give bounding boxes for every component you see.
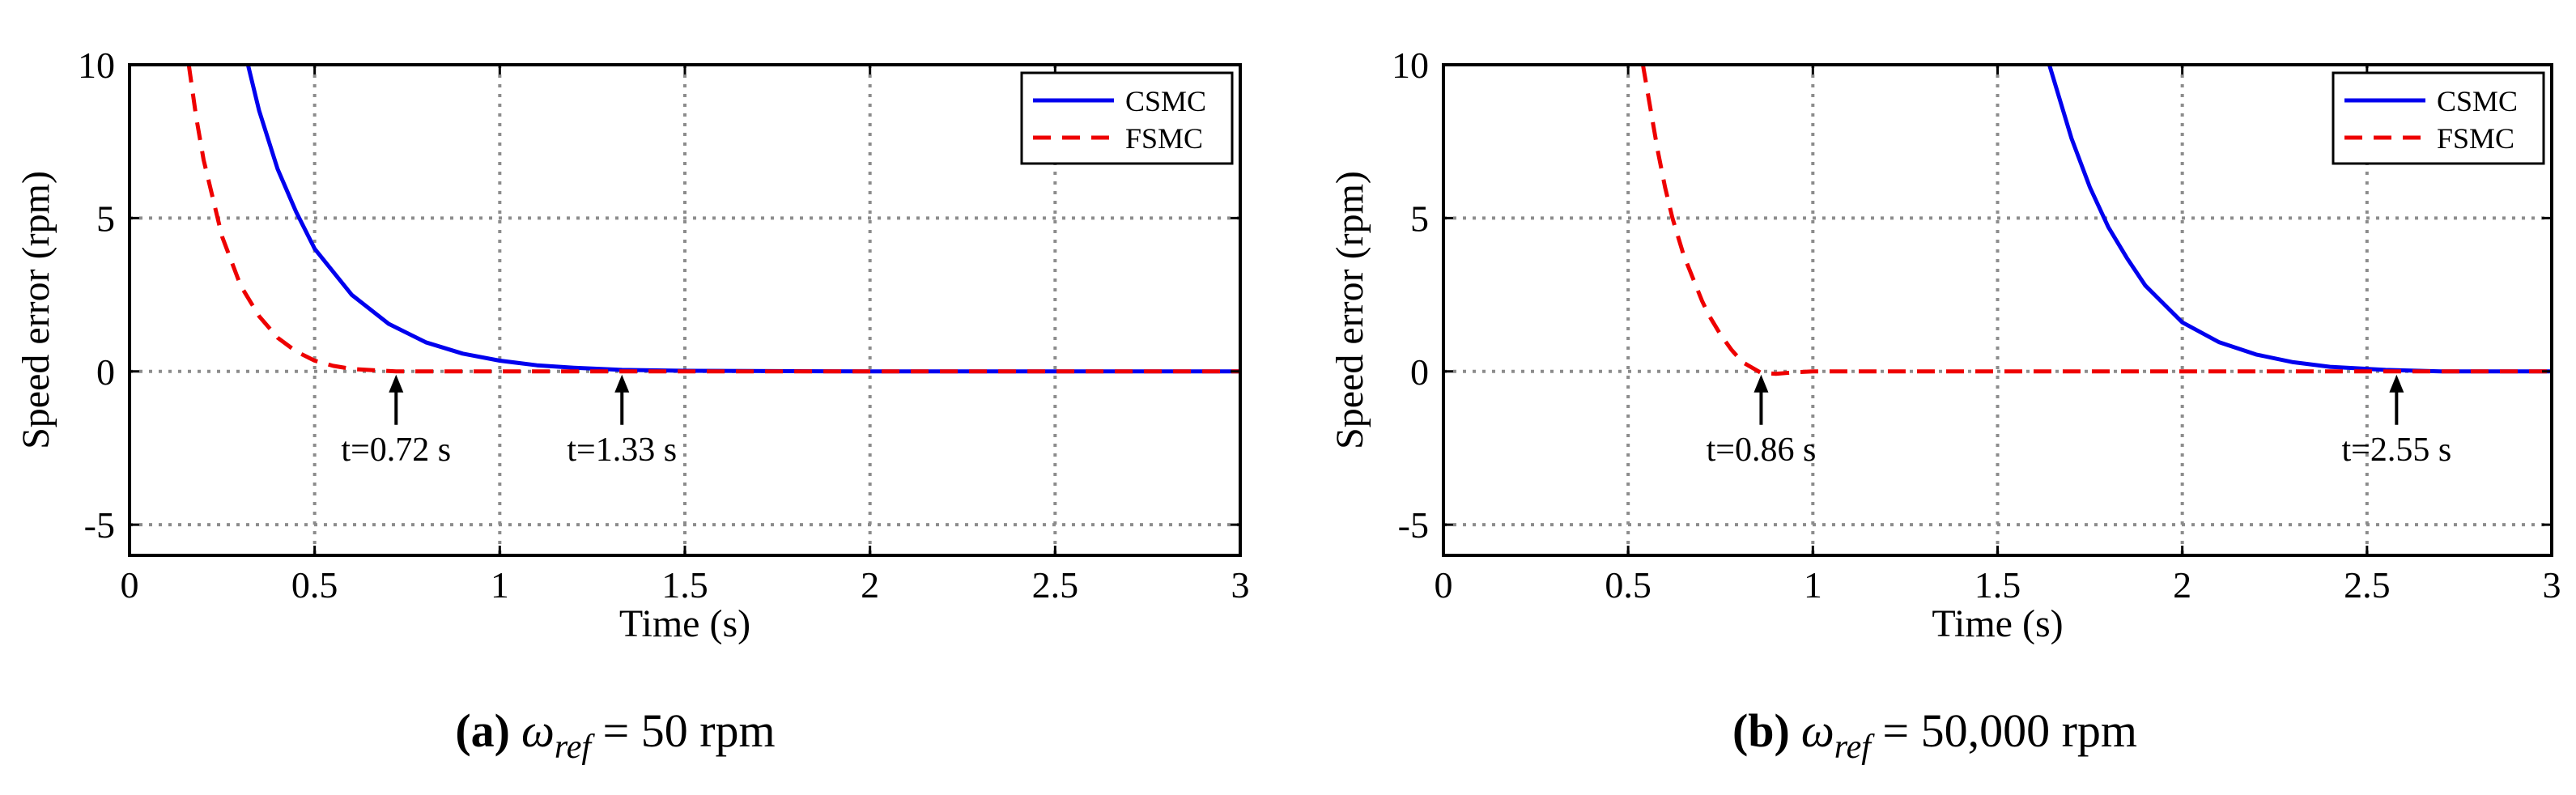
x-tick-label: 3 — [1231, 564, 1250, 606]
annotation-label: t=2.55 s — [2341, 432, 2451, 469]
annotation-arrow-head — [389, 374, 404, 393]
caption: (a) ωref = 50 rpm — [455, 704, 775, 766]
y-axis-label: Speed error (rpm) — [15, 171, 57, 449]
y-axis-label: Speed error (rpm) — [1328, 171, 1371, 449]
annotation-label: t=0.72 s — [341, 432, 451, 469]
series-group — [186, 65, 1240, 374]
y-tick-label: 0 — [96, 351, 115, 393]
legend-label-csmc: CSMC — [2437, 85, 2518, 117]
x-tick-label: 1 — [491, 564, 509, 606]
x-axis-label: Time (s) — [619, 602, 750, 645]
caption-subscript: ref — [1834, 729, 1875, 766]
legend-box — [2332, 71, 2545, 165]
annotation-label: t=1.33 s — [567, 432, 677, 469]
y-tick-label: 10 — [78, 45, 115, 86]
legend-label-fsmc: FSMC — [1125, 122, 1203, 155]
y-tick-label: -5 — [84, 504, 115, 546]
annotation: t=2.55 s — [2341, 374, 2451, 469]
series-line-fsmc — [1640, 65, 2552, 376]
legend-box — [1020, 71, 1234, 165]
x-tick-label: 2.5 — [1032, 564, 1079, 606]
annotation-label: t=0.86 s — [1707, 432, 1817, 469]
x-tick-label: 2 — [2173, 564, 2191, 606]
annotation: t=0.72 s — [341, 374, 451, 469]
legend-label-fsmc: FSMC — [2437, 122, 2514, 155]
annotation-arrow-head — [2389, 374, 2404, 393]
x-tick-label: 0.5 — [291, 564, 338, 606]
x-tick-label: 2 — [861, 564, 879, 606]
caption-symbol: ω — [521, 704, 555, 757]
x-tick-label: 2.5 — [2344, 564, 2391, 606]
y-tick-label: 10 — [1392, 45, 1429, 86]
annotation-arrow-head — [1753, 374, 1769, 393]
x-tick-label: 3 — [2543, 564, 2561, 606]
y-tick-label: -5 — [1398, 504, 1429, 546]
legend: CSMC FSMC — [1020, 71, 1234, 165]
annotation: t=0.86 s — [1707, 374, 1817, 469]
x-tick-label: 1.5 — [1975, 564, 2021, 606]
annotation-arrow-head — [614, 374, 630, 393]
caption-subscript: ref — [555, 729, 595, 766]
caption-rest: = 50,000 rpm — [1871, 704, 2137, 757]
x-axis-label: Time (s) — [1932, 602, 2063, 645]
x-tick-label: 0 — [1435, 564, 1453, 606]
series-group — [1640, 65, 2552, 376]
caption-symbol: ω — [1801, 704, 1834, 757]
legend-label-csmc: CSMC — [1125, 85, 1206, 117]
x-tick-label: 1.5 — [661, 564, 708, 606]
annotation: t=1.33 s — [567, 374, 677, 469]
y-tick-label: 5 — [1410, 198, 1429, 239]
y-tick-label: 5 — [96, 198, 115, 239]
caption-rest: = 50 rpm — [591, 704, 776, 757]
caption-label: (b) — [1732, 704, 1790, 757]
legend: CSMC FSMC — [2332, 71, 2545, 165]
y-tick-label: 0 — [1410, 351, 1429, 393]
caption-label: (a) — [455, 704, 510, 757]
series-line-csmc — [2047, 65, 2552, 374]
caption: (b) ωref = 50,000 rpm — [1732, 704, 2137, 766]
x-tick-label: 0 — [121, 564, 139, 606]
x-tick-label: 0.5 — [1605, 564, 1651, 606]
x-tick-label: 1 — [1804, 564, 1822, 606]
series-line-fsmc — [186, 65, 1240, 374]
